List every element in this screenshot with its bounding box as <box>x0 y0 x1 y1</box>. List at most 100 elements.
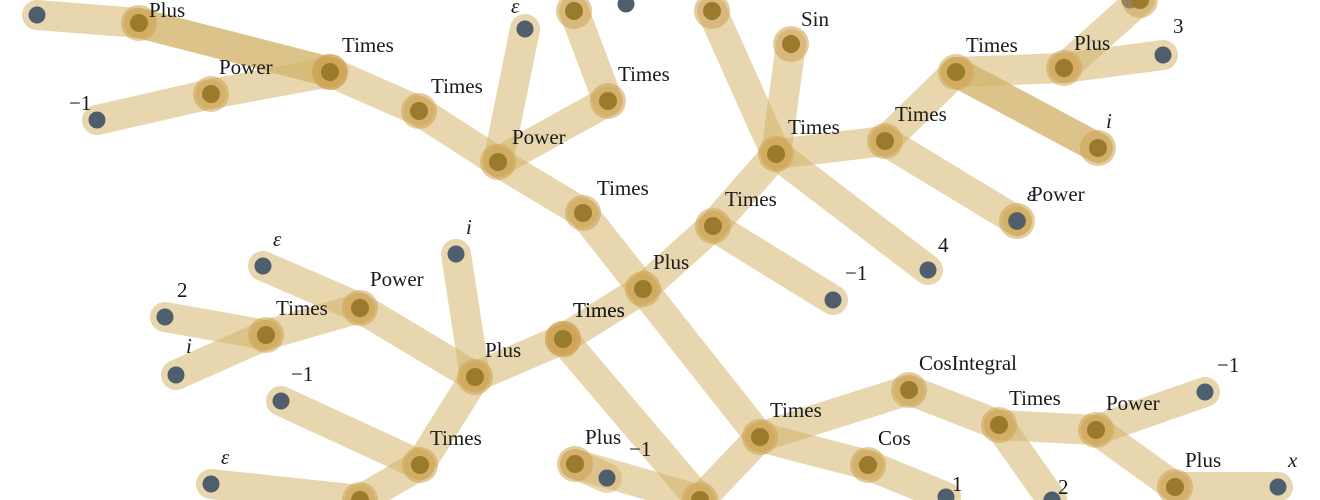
node-label: Sin <box>801 7 830 31</box>
operator-node <box>981 407 1017 443</box>
operator-node <box>694 0 730 29</box>
node-label: x <box>1287 448 1298 472</box>
node-dot <box>1166 478 1184 496</box>
node-label: ε <box>273 227 282 251</box>
node-label: Power <box>1106 391 1160 415</box>
node-label: Power <box>219 55 273 79</box>
leaf-node <box>919 261 937 279</box>
leaf-node <box>1154 46 1172 64</box>
node-dot <box>919 261 937 279</box>
node-dot <box>574 204 592 222</box>
operator-node <box>938 54 974 90</box>
node-label: i <box>1106 109 1112 133</box>
nodes <box>28 0 1287 500</box>
operator-node <box>1080 130 1116 166</box>
operator-node <box>342 290 378 326</box>
operator-node <box>193 76 229 112</box>
node-label: Plus <box>1185 448 1221 472</box>
node-dot <box>767 145 785 163</box>
node-label: 2 <box>177 278 188 302</box>
operator-node <box>695 208 731 244</box>
leaf-node <box>202 475 220 493</box>
node-dot <box>351 299 369 317</box>
node-dot <box>900 381 918 399</box>
node-label: Times <box>430 426 482 450</box>
node-label: i <box>466 215 472 239</box>
operator-node <box>590 83 626 119</box>
leaf-node <box>88 111 106 129</box>
node-dot <box>28 6 46 24</box>
node-label: Cos <box>878 426 911 450</box>
node-dot <box>565 2 583 20</box>
node-label: ε <box>1027 182 1036 206</box>
operator-node <box>773 26 809 62</box>
node-dot <box>272 392 290 410</box>
tree-edge <box>441 239 490 392</box>
operator-node <box>758 136 794 172</box>
node-dot <box>1154 46 1172 64</box>
node-label: −1 <box>629 437 651 461</box>
tree-edge <box>266 386 435 480</box>
node-label: 4 <box>938 233 949 257</box>
node-label: Power <box>370 267 424 291</box>
node-label: Plus <box>653 250 689 274</box>
leaf-node <box>156 308 174 326</box>
leaf-node <box>1269 478 1287 496</box>
node-dot <box>599 92 617 110</box>
operator-node <box>1157 469 1193 500</box>
operator-node <box>850 447 886 483</box>
node-dot <box>782 35 800 53</box>
node-dot <box>566 455 584 473</box>
node-label: Power <box>512 125 566 149</box>
node-dot <box>321 63 339 81</box>
node-dot <box>447 245 465 263</box>
tree-edge <box>761 29 806 169</box>
operator-node <box>312 54 348 90</box>
node-dot <box>1089 139 1107 157</box>
operator-node <box>480 144 516 180</box>
leaf-node <box>447 245 465 263</box>
leaf-node <box>937 488 955 500</box>
node-label: ε <box>221 445 230 469</box>
node-label: CosIntegral <box>919 351 1017 375</box>
leaf-node <box>617 0 635 13</box>
node-dot <box>411 456 429 474</box>
node-dot <box>130 14 148 32</box>
node-label: Plus <box>585 425 621 449</box>
node-label: Times <box>1009 386 1061 410</box>
leaf-node <box>1008 212 1026 230</box>
node-label: −1 <box>845 261 867 285</box>
node-label: −1 <box>291 362 313 386</box>
node-dot <box>489 153 507 171</box>
tree-edge <box>483 86 623 177</box>
labels: PlusPower−1TimesTimesPowerεTimesTimesPlu… <box>69 0 1298 499</box>
operator-node <box>1046 50 1082 86</box>
leaf-node <box>1196 383 1214 401</box>
node-label: Plus <box>149 0 185 22</box>
tree-edge <box>196 57 345 109</box>
leaf-node <box>28 6 46 24</box>
operator-node <box>457 359 493 395</box>
operator-node <box>556 0 592 29</box>
leaf-node <box>824 291 842 309</box>
node-dot <box>156 308 174 326</box>
node-label: Times <box>276 296 328 320</box>
node-dot <box>691 491 709 500</box>
node-label: 1 <box>952 472 963 496</box>
node-label: −1 <box>69 91 91 115</box>
leaf-node <box>254 257 272 275</box>
node-label: Times <box>788 115 840 139</box>
node-label: Times <box>770 398 822 422</box>
operator-node <box>248 317 284 353</box>
node-dot <box>947 63 965 81</box>
operator-node <box>1078 412 1114 448</box>
tree-edge <box>745 422 883 480</box>
node-dot <box>1008 212 1026 230</box>
node-dot <box>1131 0 1149 9</box>
operator-node <box>121 5 157 41</box>
leaf-node <box>1043 491 1061 500</box>
node-label: Power <box>1031 182 1085 206</box>
node-dot <box>704 217 722 235</box>
node-label: 2 <box>1058 475 1069 499</box>
